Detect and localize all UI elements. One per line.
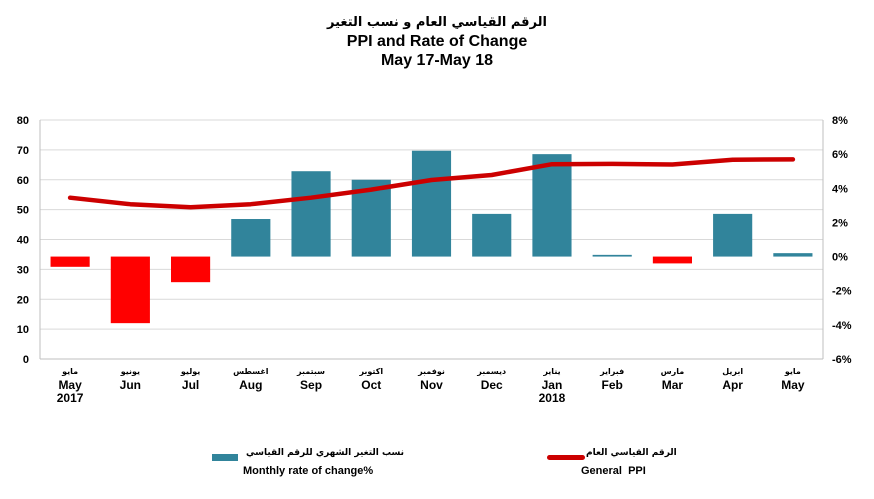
y-left-tick-label: 80: [17, 115, 29, 127]
x-tick-label: May: [58, 378, 82, 392]
bar: [532, 154, 572, 257]
chart-subtitle: May 17-May 18: [380, 52, 494, 69]
y-left-tick-label: 60: [17, 175, 29, 187]
x-tick-label-arabic: يوليو: [180, 367, 200, 376]
bar: [773, 253, 813, 257]
x-tick-label-arabic: يونيو: [120, 367, 140, 376]
x-tick-label-arabic: ديسمبر: [476, 367, 506, 376]
y-right-tick-label: 4%: [832, 183, 848, 195]
bar: [231, 219, 271, 257]
legend-bars-label: Monthly rate of change%: [243, 465, 374, 477]
x-tick-label: Oct: [361, 378, 381, 392]
x-tick-label: Sep: [300, 378, 322, 392]
x-tick-label-arabic: اغسطس: [233, 367, 269, 377]
x-tick-label: Jul: [182, 378, 199, 392]
y-right-tick-label: 8%: [832, 115, 848, 127]
bar: [291, 171, 331, 257]
x-tick-label-arabic: نوفمبر: [417, 367, 445, 376]
bar: [171, 256, 211, 283]
x-tick-label: May: [781, 378, 805, 392]
bar: [652, 256, 692, 264]
y-right-tick-label: -6%: [832, 354, 852, 366]
legend-line-label-arabic: الرقم القياسي العام: [586, 448, 677, 458]
y-left-tick-label: 50: [17, 205, 29, 217]
y-right-tick-label: 2%: [832, 217, 848, 229]
x-tick-label-arabic: اكتوبر: [358, 367, 383, 376]
legend-swatch-line: [547, 455, 585, 460]
x-tick-label-arabic: مايو: [784, 367, 801, 376]
x-tick-label: Mar: [662, 378, 684, 392]
legend-bars-label-arabic: نسب التغير الشهري للرقم القياسي: [246, 448, 405, 458]
x-tick-label: Dec: [481, 378, 503, 392]
y-left-tick-label: 70: [17, 145, 29, 157]
x-tick-label: Jun: [120, 378, 141, 392]
chart-titles: الرقم القياسي العام و نسب التغير PPI and…: [0, 14, 874, 70]
x-tick-label: Aug: [239, 378, 262, 392]
y-right-tick-label: -2%: [832, 286, 852, 298]
bar: [713, 213, 753, 257]
chart-title-arabic: الرقم القياسي العام و نسب التغير: [327, 15, 547, 30]
x-tick-label-arabic: مارس: [661, 367, 685, 377]
bar: [411, 150, 452, 257]
y-left-tick-label: 10: [17, 324, 29, 336]
x-tick-label: Nov: [420, 378, 443, 392]
y-left-tick-label: 40: [17, 235, 29, 247]
bar: [592, 254, 632, 257]
x-tick-label-arabic: سبتمبر: [296, 367, 325, 376]
x-tick-label: Feb: [602, 378, 623, 392]
y-right-tick-label: -4%: [832, 320, 852, 332]
legend-line-label: General PPI: [581, 465, 646, 477]
chart-title: PPI and Rate of Change: [346, 33, 528, 50]
x-tick-label: Apr: [722, 378, 743, 392]
x-tick-label-arabic: ابريل: [722, 367, 743, 376]
y-left-tick-label: 0: [23, 354, 29, 366]
x-tick-label-arabic: مايو: [61, 367, 78, 376]
legend-swatch-bars: [212, 454, 238, 461]
bar: [50, 256, 90, 267]
y-right-tick-label: 6%: [832, 149, 848, 161]
bar: [110, 256, 150, 324]
bar: [472, 213, 512, 257]
x-tick-label-arabic: يناير: [542, 367, 560, 376]
x-tick-label-arabic: فبراير: [599, 367, 624, 376]
x-tick-year-label: 2018: [539, 391, 566, 405]
y-left-tick-label: 20: [17, 294, 29, 306]
x-tick-year-label: 2017: [57, 391, 84, 405]
x-tick-label: Jan: [542, 378, 563, 392]
ppi-line: [67, 157, 796, 210]
y-left-tick-label: 30: [17, 264, 29, 276]
y-right-tick-label: 0%: [832, 252, 848, 264]
